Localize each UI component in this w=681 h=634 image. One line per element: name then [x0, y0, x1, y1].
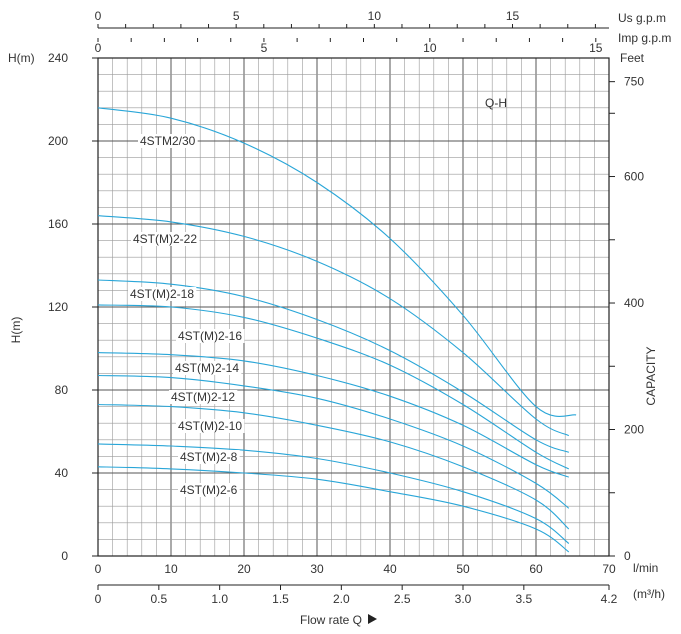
us-gpm-tick-label: 15	[506, 9, 520, 23]
series-label-background	[178, 483, 240, 497]
series-label: 4ST(M)2-16	[178, 329, 242, 343]
lpm-tick-label: 30	[310, 562, 324, 576]
feet-tick-label: 200	[624, 423, 644, 437]
y2-axis-label: CAPACITY	[644, 346, 658, 405]
series-label: 4ST(M)2-22	[133, 232, 197, 246]
us-gpm-tick-label: 10	[368, 9, 382, 23]
chart-title: Q-H	[485, 96, 507, 110]
series-label: 4ST(M)2-10	[178, 419, 242, 433]
imp-gpm-tick-label: 5	[261, 41, 268, 55]
m3h-tick-label: 1.0	[211, 592, 228, 606]
lpm-tick-label: 50	[456, 562, 470, 576]
lpm-tick-label: 10	[164, 562, 178, 576]
feet-unit-label: Feet	[620, 51, 645, 65]
series-label: 4ST(M)2-6	[180, 483, 238, 497]
y-tick-label: 120	[48, 300, 68, 314]
series-label: 4ST(M)2-8	[180, 450, 238, 464]
series-line	[97, 107, 577, 417]
m3h-tick-label: 2.0	[333, 592, 350, 606]
m3h-tick-label: 4.2	[601, 592, 618, 606]
y-tick-label: 160	[48, 217, 68, 231]
feet-tick-label: 0	[624, 549, 631, 563]
series-label-background	[128, 287, 197, 301]
series-label-background	[176, 419, 245, 433]
lpm-tick-label: 40	[383, 562, 397, 576]
series-label-background	[178, 450, 240, 464]
labels: 4STM2/30 4ST(M)2-22 4ST(M)2-18 4ST(M)2-16 4S…	[128, 134, 245, 497]
m3h-tick-label: 3.5	[515, 592, 532, 606]
y-tick-label: 240	[48, 51, 68, 65]
series-label-background	[131, 232, 200, 246]
series-line	[97, 374, 570, 509]
us-gpm-tick-label: 5	[233, 9, 240, 23]
m3h-tick-label: 1.5	[272, 592, 289, 606]
curves	[97, 107, 577, 553]
y-axis-label: H(m)	[9, 317, 23, 344]
series-line	[97, 352, 569, 478]
series-line	[97, 304, 570, 470]
series-label: 4ST(M)2-12	[171, 390, 235, 404]
lpm-tick-label: 0	[95, 562, 102, 576]
series-label-background	[173, 361, 242, 375]
series-line	[97, 403, 570, 530]
y-tick-label: 200	[48, 134, 68, 148]
imp-gpm-tick-label: 0	[95, 41, 102, 55]
series-label-background	[176, 329, 245, 343]
series-label-background	[138, 134, 198, 148]
lpm-tick-label: 60	[529, 562, 543, 576]
m3h-unit-label: (m³/h)	[633, 587, 665, 601]
imp-gpm-unit-label: Imp g.p.m	[618, 31, 671, 45]
y-tick-label: 0	[61, 549, 68, 563]
series-label: 4STM2/30	[140, 134, 196, 148]
m3h-tick-label: 0.5	[150, 592, 167, 606]
series-line	[97, 215, 570, 437]
series-label: 4ST(M)2-18	[130, 287, 194, 301]
lpm-tick-label: 20	[237, 562, 251, 576]
lpm-unit-label: l/min	[633, 561, 658, 575]
m3h-tick-label: 3.0	[455, 592, 472, 606]
series-line	[97, 443, 570, 544]
feet-tick-label: 750	[624, 75, 644, 89]
series-line	[97, 466, 570, 553]
lpm-tick-label: 70	[602, 562, 616, 576]
series-label: 4ST(M)2-14	[175, 361, 239, 375]
flow-arrow-icon	[368, 614, 377, 624]
y-tick-label: 40	[55, 466, 69, 480]
y-tick-label: 80	[55, 383, 69, 397]
us-gpm-tick-label: 0	[95, 9, 102, 23]
feet-tick-label: 600	[624, 170, 644, 184]
imp-gpm-tick-label: 10	[423, 41, 437, 55]
x-axis-label: Flow rate Q	[300, 613, 362, 627]
series-line	[97, 279, 569, 453]
y-top-label: H(m)	[8, 51, 35, 65]
m3h-tick-label: 0	[95, 592, 102, 606]
series-label-background	[169, 390, 238, 404]
feet-tick-label: 400	[624, 296, 644, 310]
imp-gpm-tick-label: 15	[589, 41, 603, 55]
us-gpm-unit-label: Us g.p.m	[618, 11, 666, 25]
m3h-tick-label: 2.5	[394, 592, 411, 606]
